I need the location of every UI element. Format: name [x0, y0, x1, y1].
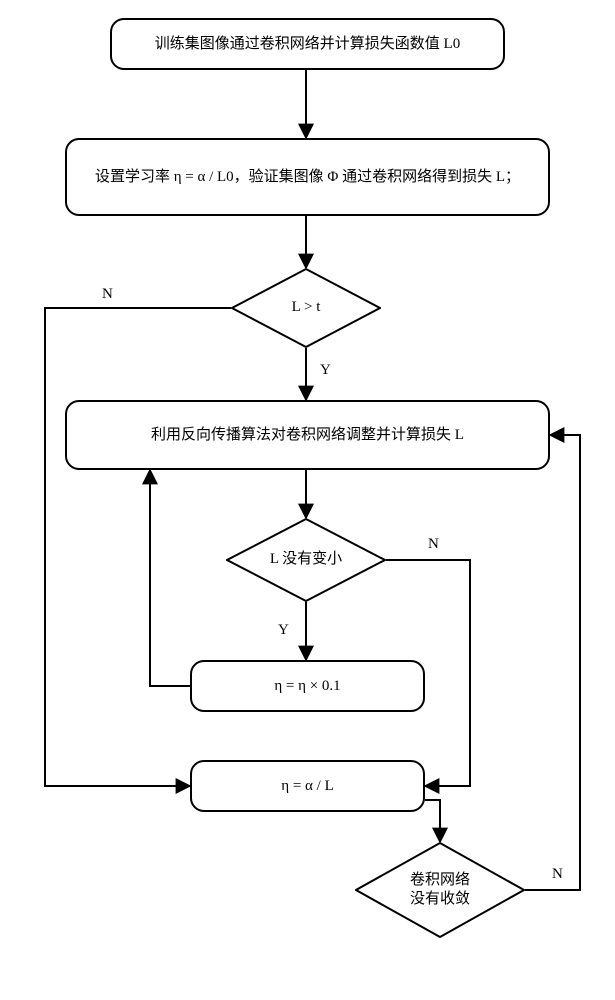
node-set-learning-rate: 设置学习率 η = α / L0，验证集图像 Φ 通过卷积网络得到损失 L； [65, 138, 550, 216]
edge-label-N: N [102, 286, 113, 303]
edge-label-N: N [428, 536, 439, 553]
edge-label-N: N [552, 866, 563, 883]
node-text: 训练集图像通过卷积网络并计算损失函数值 L0 [155, 32, 460, 56]
node-initial-loss: 训练集图像通过卷积网络并计算损失函数值 L0 [110, 18, 505, 70]
flowchart-canvas: 训练集图像通过卷积网络并计算损失函数值 L0 设置学习率 η = α / L0，… [0, 0, 615, 1000]
node-text: 卷积网络 没有收敛 [410, 871, 470, 910]
node-text: η = α / L [281, 774, 334, 798]
decision-not-converged: 卷积网络 没有收敛 [355, 842, 525, 938]
node-text: 设置学习率 η = α / L0，验证集图像 Φ 通过卷积网络得到损失 L； [95, 165, 520, 189]
node-text: 利用反向传播算法对卷积网络调整并计算损失 L [151, 423, 464, 447]
decision-L-gt-t: L > t [231, 268, 381, 348]
decision-L-not-decrease: L 没有变小 [226, 518, 386, 602]
node-eta-shrink: η = η × 0.1 [190, 660, 425, 712]
node-backprop-adjust: 利用反向传播算法对卷积网络调整并计算损失 L [65, 400, 550, 470]
edge-label-Y: Y [320, 362, 331, 379]
edge-label-Y: Y [278, 622, 289, 639]
node-text: L > t [292, 298, 321, 318]
node-text: η = η × 0.1 [274, 674, 340, 698]
node-eta-reset: η = α / L [190, 760, 425, 812]
node-text: L 没有变小 [270, 550, 342, 570]
